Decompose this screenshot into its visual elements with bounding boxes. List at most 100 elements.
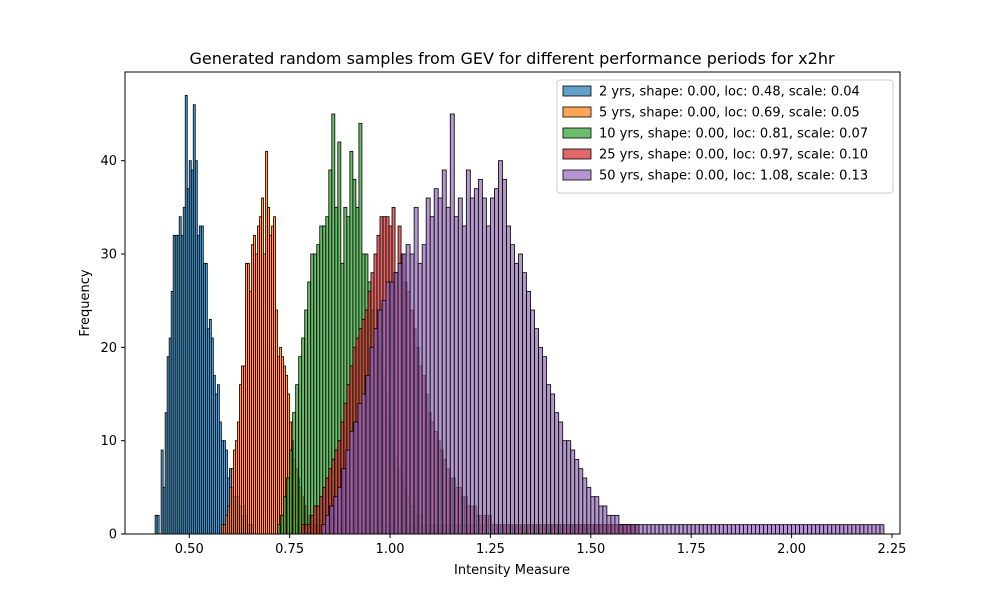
histogram-bar <box>381 300 387 535</box>
histogram-bar <box>574 458 580 535</box>
histogram-bar <box>795 524 801 535</box>
histogram-bar <box>690 524 696 535</box>
histogram-bar <box>602 505 608 535</box>
histogram-bar <box>730 524 736 535</box>
histogram-bar <box>590 496 596 535</box>
histogram-bar <box>831 524 837 535</box>
histogram-bar <box>686 524 692 535</box>
histogram-bar <box>610 514 616 535</box>
histogram-bar <box>319 225 324 535</box>
x-tick-label: 1.00 <box>376 542 405 557</box>
histogram-bar <box>310 253 315 535</box>
y-tick-label: 40 <box>100 154 117 169</box>
histogram-bar <box>618 524 624 535</box>
histogram-bar <box>678 524 684 535</box>
x-tick-label: 0.75 <box>275 542 304 557</box>
legend-label: 2 yrs, shape: 0.00, loc: 0.48, scale: 0.… <box>599 85 860 100</box>
legend-label: 10 yrs, shape: 0.00, loc: 0.81, scale: 0… <box>599 127 868 142</box>
histogram-bar <box>449 113 455 535</box>
histogram-bar <box>385 281 391 535</box>
histogram-bar <box>421 244 427 535</box>
histogram-bar <box>710 524 716 535</box>
histogram-bar <box>622 524 628 535</box>
histogram-bar <box>289 449 294 535</box>
x-axis-label: Intensity Measure <box>454 563 570 578</box>
legend-swatch <box>562 169 592 181</box>
histogram-bar <box>405 244 411 535</box>
histogram-bar <box>666 524 672 535</box>
histogram-bar <box>859 524 865 535</box>
histogram-bar <box>771 524 776 535</box>
histogram-bar <box>554 412 560 535</box>
histogram-bar <box>662 524 668 535</box>
histogram-bar <box>714 524 720 535</box>
histogram-bar <box>811 524 817 535</box>
histogram-bar <box>747 524 752 535</box>
histogram-bar <box>502 178 507 535</box>
histogram-bar <box>646 524 652 535</box>
histogram-bar <box>518 253 523 535</box>
histogram-bar <box>409 253 415 535</box>
histogram-bar <box>847 524 853 535</box>
histogram-bar <box>481 197 487 535</box>
histogram-bar <box>799 524 805 535</box>
histogram-bar <box>682 524 688 535</box>
histogram-bar <box>307 281 312 535</box>
histogram-bar <box>807 524 813 535</box>
x-tick-label: 1.75 <box>677 542 706 557</box>
histogram-bar <box>738 524 744 535</box>
histogram-bar <box>566 440 572 535</box>
histogram-bar <box>726 524 732 535</box>
legend-swatch <box>562 106 592 118</box>
histogram-bar <box>843 524 849 535</box>
histogram-bar <box>570 449 576 535</box>
histogram-bar <box>522 272 527 535</box>
histogram-bar <box>827 524 833 535</box>
y-tick-label: 10 <box>100 434 117 449</box>
histogram-bar <box>429 216 435 535</box>
legend-box <box>556 79 894 194</box>
legend: 2 yrs, shape: 0.00, loc: 0.48, scale: 0.… <box>556 79 894 194</box>
histogram-bar <box>751 524 756 535</box>
histogram-bar <box>298 356 303 535</box>
histogram-bar <box>815 524 821 535</box>
histogram-bar <box>803 524 809 535</box>
histogram-bar <box>325 514 331 535</box>
histogram-bar <box>851 524 857 535</box>
histogram-bar <box>819 524 825 535</box>
histogram-bar <box>313 253 318 535</box>
histogram-bar <box>301 337 306 535</box>
histogram-bar <box>867 524 873 535</box>
histogram-bar <box>417 262 423 535</box>
y-tick-label: 0 <box>109 528 117 543</box>
legend-swatch <box>562 85 592 97</box>
histogram-bar <box>598 505 604 535</box>
histogram-bar <box>477 178 483 535</box>
histogram-bar <box>389 281 395 535</box>
histogram-bar <box>307 524 312 535</box>
histogram-bar <box>280 514 285 535</box>
histogram-bar <box>694 524 700 535</box>
histogram-bar <box>413 206 419 535</box>
histogram-bar <box>345 449 351 535</box>
histogram-bar <box>542 356 548 535</box>
legend-swatch <box>562 148 592 160</box>
histogram-bar <box>706 524 712 535</box>
histogram-bar <box>787 524 792 535</box>
histogram-bar <box>373 328 379 535</box>
histogram-bar <box>295 384 300 535</box>
histogram-bar <box>369 346 375 535</box>
histogram-bar <box>333 496 339 535</box>
histogram-bar <box>494 188 499 535</box>
histogram-bar <box>349 430 355 535</box>
histogram-bar <box>863 524 869 535</box>
histogram-bar <box>578 468 584 535</box>
histogram-bar <box>755 524 760 535</box>
histogram-bar <box>634 524 640 535</box>
x-tick-label: 2.25 <box>877 542 906 557</box>
histogram-bar <box>498 160 503 535</box>
histogram-bar <box>292 412 297 535</box>
histogram-bar <box>586 486 592 535</box>
histogram-bar <box>321 524 327 535</box>
